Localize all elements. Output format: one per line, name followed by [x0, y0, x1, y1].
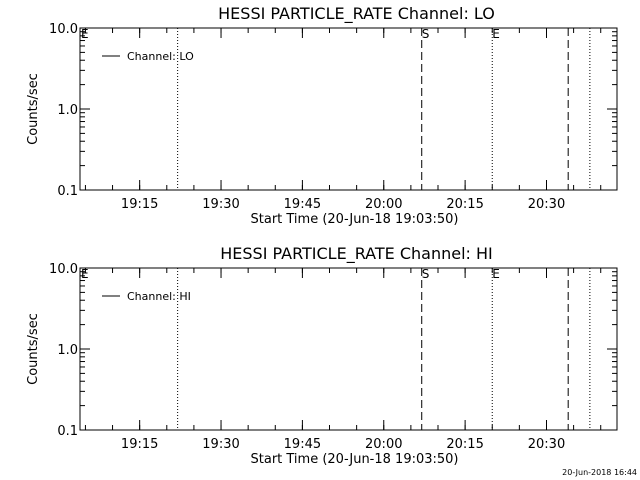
x-tick-label: 19:30	[202, 437, 239, 452]
x-axis-label: Start Time (20-Jun-18 19:03:50)	[251, 212, 459, 227]
event-line-label: S	[422, 267, 430, 281]
event-line-label: E	[492, 27, 500, 41]
generation-timestamp: 20-Jun-2018 16:44	[562, 468, 637, 477]
x-tick-label: 19:30	[202, 197, 239, 212]
y-tick-label: 1.0	[57, 343, 78, 358]
x-tick-label: 20:00	[365, 197, 402, 212]
chart-panel-1: HESSI PARTICLE_RATE Channel: HI 10.0 1.0 0.…	[26, 244, 618, 467]
x-tick-label: 19:45	[284, 197, 321, 212]
x-tick-label: 20:15	[446, 437, 483, 452]
x-tick-label: 20:15	[446, 197, 483, 212]
y-tick-label: 0.1	[57, 424, 78, 439]
y-axis-label: Counts/sec	[26, 313, 41, 385]
corner-label: E	[81, 267, 89, 281]
y-tick-label: 0.1	[57, 184, 78, 199]
y-axis-label: Counts/sec	[26, 73, 41, 145]
corner-label: E	[81, 27, 89, 41]
x-tick-label: 20:00	[365, 437, 402, 452]
event-line-label: E	[492, 267, 500, 281]
x-tick-label: 20:30	[528, 197, 565, 212]
chart-title: HESSI PARTICLE_RATE Channel: HI	[220, 244, 493, 264]
y-tick-label: 1.0	[57, 103, 78, 118]
x-tick-label: 19:45	[284, 437, 321, 452]
x-tick-label: 20:30	[528, 437, 565, 452]
y-tick-label: 10.0	[49, 22, 78, 37]
x-tick-label: 19:15	[121, 197, 158, 212]
chart-panel-0: HESSI PARTICLE_RATE Channel: LO 10.0 1.0 0.…	[26, 4, 618, 227]
y-tick-label: 10.0	[49, 262, 78, 277]
chart-title: HESSI PARTICLE_RATE Channel: LO	[218, 4, 495, 24]
x-tick-label: 19:15	[121, 437, 158, 452]
legend-entry: Channel: HI	[127, 290, 191, 303]
legend-entry: Channel: LO	[127, 50, 194, 63]
x-axis-label: Start Time (20-Jun-18 19:03:50)	[251, 452, 459, 467]
event-line-label: S	[422, 27, 430, 41]
